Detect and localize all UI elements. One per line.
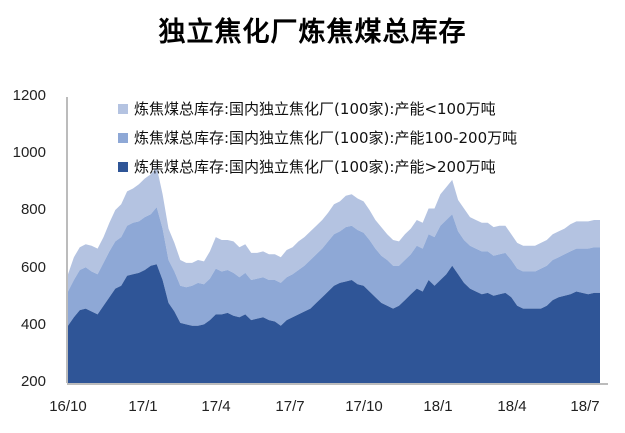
y-tick-label: 1200	[12, 87, 46, 104]
legend-label: 炼焦煤总库存:国内独立焦化厂(100家):产能<100万吨	[134, 100, 496, 118]
legend: 炼焦煤总库存:国内独立焦化厂(100家):产能<100万吨 炼焦煤总库存:国内独立…	[118, 94, 517, 181]
legend-item: 炼焦煤总库存:国内独立焦化厂(100家):产能100-200万吨	[118, 123, 517, 152]
y-tick-label: 600	[20, 258, 46, 276]
y-tick-label: 200	[20, 373, 46, 390]
x-tick-label: 17/10	[345, 398, 383, 415]
y-tick-label: 800	[20, 201, 46, 219]
legend-item: 炼焦煤总库存:国内独立焦化厂(100家):产能<100万吨	[118, 94, 517, 123]
legend-label: 炼焦煤总库存:国内独立焦化厂(100家):产能100-200万吨	[134, 129, 518, 147]
area-series-2	[68, 167, 600, 292]
legend-swatch-icon	[118, 132, 128, 143]
x-tick-label: 18/4	[497, 398, 527, 415]
y-tick-label: 400	[20, 315, 46, 333]
y-tick-label: 1000	[12, 144, 46, 162]
legend-item: 炼焦煤总库存:国内独立焦化厂(100家):产能>200万吨	[118, 152, 517, 181]
x-tick-label: 16/10	[49, 398, 87, 415]
x-tick-label: 17/7	[275, 398, 305, 415]
chart-title: 独立焦化厂炼焦煤总库存	[158, 17, 467, 48]
area-series-1	[68, 207, 600, 326]
area-series-0	[68, 264, 600, 383]
legend-label: 炼焦煤总库存:国内独立焦化厂(100家):产能>200万吨	[134, 158, 496, 176]
x-tick-label: 17/1	[128, 398, 158, 415]
legend-swatch-icon	[118, 161, 128, 172]
x-tick-label: 18/1	[423, 398, 453, 415]
x-tick-label: 18/7	[570, 398, 600, 415]
x-tick-label: 17/4	[201, 398, 231, 415]
legend-swatch-icon	[118, 103, 128, 114]
